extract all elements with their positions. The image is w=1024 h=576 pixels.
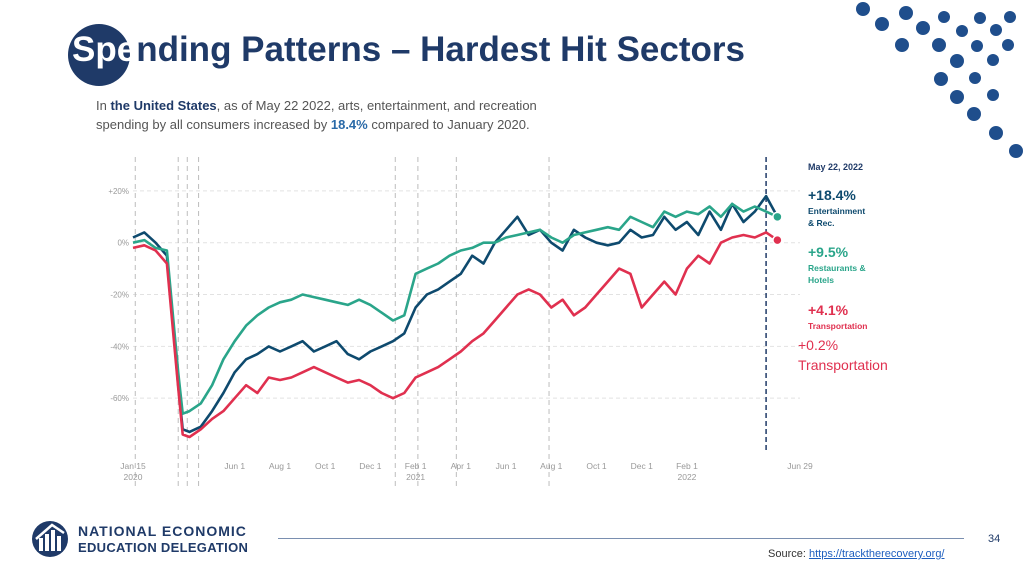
- slide-title-lead: Spe: [72, 30, 137, 69]
- overlay-label: Transportation: [798, 357, 888, 373]
- x-tick-label: Jun 1: [224, 461, 245, 471]
- source-link[interactable]: https://tracktherecovery.org/: [808, 548, 945, 560]
- annotation-label: Hotels: [808, 275, 834, 285]
- y-tick-label: -40%: [110, 342, 129, 351]
- chart-subtitle: In the United States, as of May 22 2022,…: [96, 96, 556, 134]
- x-tick-label: Jun 1: [496, 461, 517, 471]
- source-note: Source: https://tracktherecovery.org/: [768, 548, 945, 560]
- footer-divider: [278, 538, 964, 539]
- ned-logo-icon: [32, 521, 68, 557]
- annotation-label: Restaurants &: [808, 263, 866, 273]
- y-tick-label: -60%: [110, 394, 129, 403]
- source-label: Source:: [768, 548, 809, 560]
- annotation-date: May 22, 2022: [808, 162, 863, 172]
- page-number: 34: [988, 533, 1001, 545]
- annotation-value: +18.4%: [808, 187, 856, 203]
- subtitle-part: compared to January 2020.: [367, 117, 530, 132]
- logo-line-2: EDUCATION DELEGATION: [78, 540, 249, 555]
- series-endpoint-dot: [772, 234, 783, 246]
- subtitle-percent: 18.4%: [330, 117, 368, 132]
- title-accent-circle: [68, 24, 130, 86]
- slide-title: Spending Patterns – Hardest Hit Sectors: [72, 30, 745, 70]
- x-tick-label: Oct 1: [315, 461, 336, 471]
- series-endpoint-dot: [772, 211, 783, 223]
- series-line-restaurants-hotels: [132, 202, 778, 415]
- x-tick-label: Jan 15: [120, 461, 146, 471]
- x-tick-label: Aug 1: [540, 461, 562, 471]
- x-tick-sublabel: 2022: [677, 472, 696, 482]
- y-tick-label: +20%: [108, 187, 129, 196]
- x-tick-label: Dec 1: [359, 461, 381, 471]
- annotation-value: +4.1%: [808, 302, 849, 318]
- series-line-entertainment-rec-: [132, 194, 779, 434]
- x-tick-label: Feb 1: [676, 461, 698, 471]
- annotation-label: Transportation: [808, 321, 868, 331]
- x-tick-sublabel: 2020: [124, 472, 143, 482]
- x-tick-sublabel: 2021: [406, 472, 425, 482]
- annotation-label: Entertainment: [808, 206, 865, 216]
- x-tick-label: Oct 1: [586, 461, 607, 471]
- subtitle-place: the United States: [110, 98, 217, 113]
- annotation-value: +9.5%: [808, 244, 849, 260]
- y-tick-label: 0%: [117, 239, 129, 248]
- y-tick-label: -20%: [110, 291, 129, 300]
- logo-line-1: NATIONAL ECONOMIC: [78, 523, 247, 539]
- subtitle-part: In: [96, 98, 111, 113]
- subtitle-part: , as of May 22 2022, arts, entertainment…: [96, 98, 537, 132]
- x-tick-label: Feb 1: [405, 461, 427, 471]
- x-tick-label: Aug 1: [269, 461, 291, 471]
- decorative-dot-pattern: [856, 2, 1023, 158]
- series-line-transportation: [132, 231, 779, 439]
- x-tick-label: Dec 1: [631, 461, 653, 471]
- x-tick-label: Jun 29: [787, 461, 813, 471]
- annotation-label: & Rec.: [808, 218, 834, 228]
- overlay-value: +0.2%: [798, 337, 838, 353]
- x-tick-label: Apr 1: [451, 461, 472, 471]
- slide-title-rest: nding Patterns – Hardest Hit Sectors: [136, 30, 745, 69]
